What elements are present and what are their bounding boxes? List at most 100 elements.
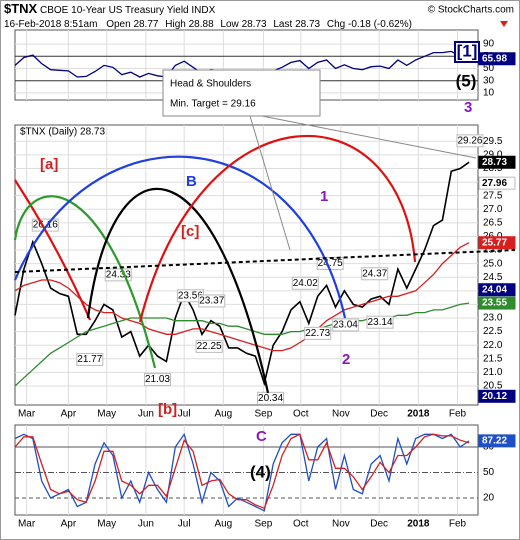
x-tick-label: Apr <box>61 519 77 530</box>
y-tick-label: 27.0 <box>483 204 503 215</box>
point-label: 21.03 <box>145 374 170 385</box>
point-label: 24.75 <box>318 258 343 269</box>
last-value-box <box>478 296 516 310</box>
point-label-box <box>195 339 223 353</box>
quote-label: Open <box>106 19 130 30</box>
point-label-box <box>304 326 332 340</box>
x-tick-label: May <box>97 409 116 420</box>
point-label-box <box>76 352 104 366</box>
x-tick-label: Jul <box>178 519 191 530</box>
cycle-arc <box>14 179 92 321</box>
y-tick-label: 22.5 <box>483 326 503 337</box>
last-value-box <box>478 283 516 297</box>
point-label: 24.37 <box>362 268 387 279</box>
point-label: 24.33 <box>106 269 131 280</box>
x-tick-label: Sep <box>255 519 273 530</box>
pointer <box>249 115 291 251</box>
pointer <box>261 115 477 159</box>
x-tick-label: Nov <box>332 409 350 420</box>
series-line <box>14 433 470 510</box>
last-value-label: 23.55 <box>482 298 507 309</box>
x-tick-label: Dec <box>370 409 388 420</box>
point-label: 23.14 <box>368 317 393 328</box>
y-tick-label: 50 <box>483 467 495 478</box>
point-label: 22.25 <box>197 341 222 352</box>
x-tick-label: Feb <box>449 409 467 420</box>
point-label: 22.73 <box>305 328 330 339</box>
cycle-arc <box>86 187 270 394</box>
y-tick-label: 22.0 <box>483 340 503 351</box>
quote-value: 28.77 <box>133 19 158 30</box>
point-label-box <box>291 276 319 290</box>
last-value-box <box>478 434 516 448</box>
wave-label: 2 <box>342 351 350 368</box>
quote-value: 28.88 <box>189 19 214 30</box>
y-tick-label: 25.0 <box>483 258 503 269</box>
x-tick-label: Oct <box>293 519 309 530</box>
x-tick-label: Oct <box>293 409 309 420</box>
note-text: Head & Shoulders <box>170 79 251 90</box>
cycle-arcs <box>13 134 417 394</box>
x-tick-label: Jun <box>138 409 154 420</box>
last-value-box <box>478 389 516 403</box>
last-value-label: 24.04 <box>482 284 507 295</box>
wave-label: (4) <box>250 462 271 481</box>
quote-label: Last <box>273 19 292 30</box>
wave-label: 3 <box>464 99 472 116</box>
wave-label: [c] <box>181 223 199 240</box>
y-tick-label: 10 <box>483 88 495 99</box>
point-label: 23.37 <box>199 296 224 307</box>
y-tick-label: 27.5 <box>483 190 503 201</box>
y-tick-label: 29.0 <box>483 150 503 161</box>
last-value-label: 65.98 <box>482 53 507 64</box>
quote-line: 16-Feb-2018 8:51am Open 28.77 High 28.88… <box>4 19 412 30</box>
point-label: 20.34 <box>258 393 283 404</box>
wave-label: [1] <box>457 41 478 60</box>
last-value-box <box>478 236 516 250</box>
legend: $TNX (Daily) 28.73 <box>20 127 105 138</box>
y-tick-label: 20 <box>483 493 495 504</box>
y-tick-label: 26.5 <box>483 218 503 229</box>
plot-area: 907050301065.98MarAprMayJunJulAugSepOctN… <box>14 29 516 530</box>
date: 16-Feb-2018 8:51am <box>4 19 97 30</box>
y-tick-label: 90 <box>483 39 495 50</box>
down-arrow <box>500 21 508 27</box>
wave-label: (5) <box>456 71 477 90</box>
x-tick-label: Feb <box>449 519 467 530</box>
last-value-label: 20.12 <box>482 391 507 402</box>
y-tick-label: 24.5 <box>483 272 503 283</box>
x-tick-label: Mar <box>18 519 36 530</box>
last-value-label: 25.77 <box>482 237 507 248</box>
x-tick-label: Mar <box>18 409 36 420</box>
point-label-box <box>456 134 484 148</box>
quote-label: Low <box>220 19 239 30</box>
point-label: 23.56 <box>178 290 203 301</box>
wave-label: 1 <box>320 188 328 205</box>
wave-label: C <box>256 428 267 445</box>
wave-box <box>454 41 480 63</box>
cycle-arc <box>13 155 347 319</box>
credit: © StockCharts.com <box>428 5 514 16</box>
x-tick-label: 2018 <box>407 519 430 530</box>
y-tick-label: 20.5 <box>483 381 503 392</box>
y-tick-label: 21.0 <box>483 367 503 378</box>
point-label-box <box>198 294 226 308</box>
point-label: 26.16 <box>33 220 58 231</box>
point-label-box <box>257 391 285 405</box>
last-value-label: 27.96 <box>482 178 507 189</box>
x-tick-label: Jun <box>138 519 154 530</box>
last-value-box <box>478 155 516 169</box>
x-tick-label: Aug <box>214 519 232 530</box>
x-tick-label: Aug <box>214 409 232 420</box>
x-tick-label: Dec <box>370 519 388 530</box>
last-value-label: 87.22 <box>482 436 507 447</box>
x-tick-label: Jul <box>178 409 191 420</box>
point-label-box <box>361 267 389 281</box>
x-tick-label: Nov <box>332 519 350 530</box>
series-line <box>14 161 470 387</box>
last-value-label: 28.73 <box>482 157 507 168</box>
header-title: $TNX CBOE 10-Year US Treasury Yield INDX <box>4 1 216 16</box>
exchange: INDX <box>191 5 215 16</box>
x-tick-label: Sep <box>255 409 273 420</box>
